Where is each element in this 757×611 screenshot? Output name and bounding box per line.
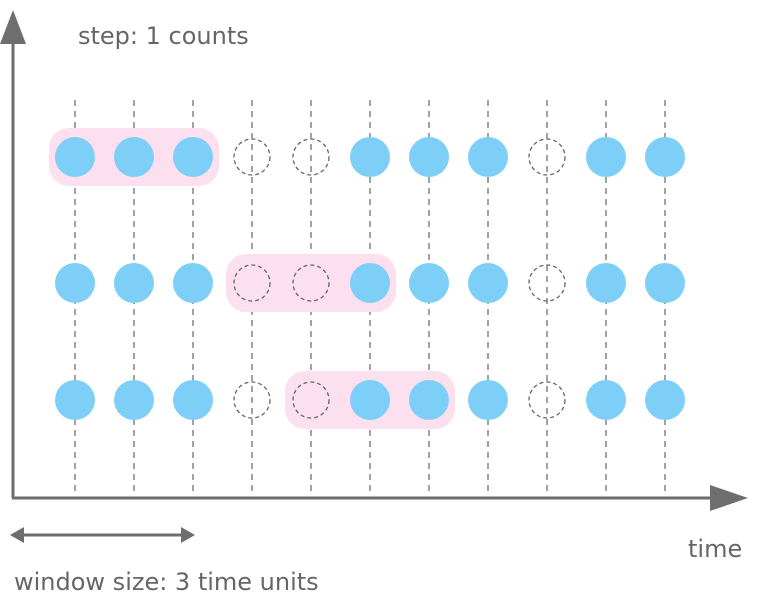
event-dot xyxy=(468,137,508,177)
event-dot xyxy=(173,380,213,420)
event-dot xyxy=(173,137,213,177)
event-dot xyxy=(114,137,154,177)
event-dot xyxy=(586,263,626,303)
empty-slot xyxy=(292,381,330,419)
event-dot xyxy=(350,137,390,177)
y-axis-arrowhead xyxy=(0,10,26,44)
event-dot xyxy=(645,380,685,420)
window-highlights xyxy=(49,128,455,429)
event-dot xyxy=(409,380,449,420)
empty-slot xyxy=(233,381,271,419)
event-dot xyxy=(409,263,449,303)
event-dot xyxy=(468,380,508,420)
step-label: step: 1 counts xyxy=(78,22,249,50)
window-size-label: window size: 3 time units xyxy=(14,568,319,596)
x-axis-label: time xyxy=(688,535,742,563)
empty-slot xyxy=(528,381,566,419)
event-dot xyxy=(55,137,95,177)
event-markers xyxy=(55,137,685,420)
event-dot xyxy=(114,380,154,420)
event-dot xyxy=(645,263,685,303)
empty-slot xyxy=(528,264,566,302)
event-dot xyxy=(468,263,508,303)
axes xyxy=(0,10,748,511)
window-size-arrowhead-left xyxy=(10,527,24,543)
empty-slot xyxy=(233,138,271,176)
event-dot xyxy=(586,137,626,177)
empty-slot xyxy=(292,264,330,302)
event-dot xyxy=(350,263,390,303)
event-dot xyxy=(55,380,95,420)
x-axis-arrowhead xyxy=(710,485,748,511)
window-size-indicator xyxy=(10,527,195,543)
event-dot xyxy=(350,380,390,420)
empty-slot xyxy=(292,138,330,176)
event-dot xyxy=(55,263,95,303)
event-dot xyxy=(586,380,626,420)
window-size-arrowhead-right xyxy=(181,527,195,543)
event-dot xyxy=(173,263,213,303)
empty-slot xyxy=(233,264,271,302)
empty-slot xyxy=(528,138,566,176)
window-highlight xyxy=(226,254,396,312)
event-dot xyxy=(409,137,449,177)
event-dot xyxy=(114,263,154,303)
event-dot xyxy=(645,137,685,177)
